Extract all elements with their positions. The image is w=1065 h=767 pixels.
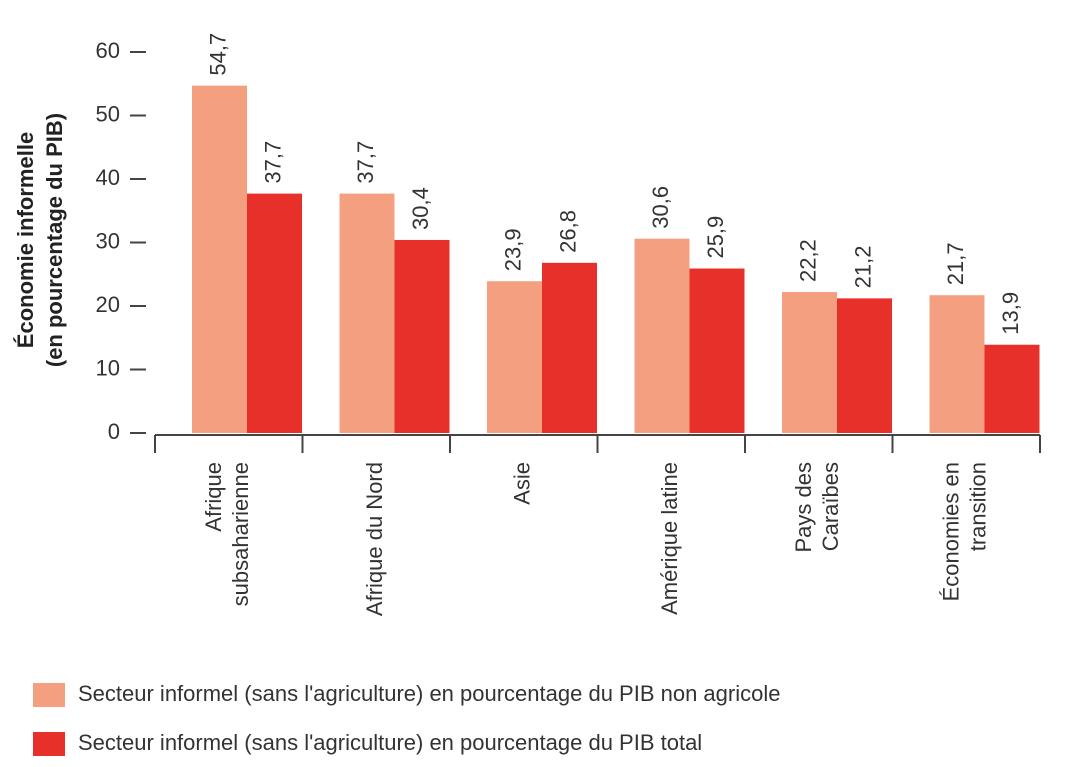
y-tick-label: 60 bbox=[96, 38, 120, 63]
legend-swatch bbox=[33, 683, 65, 707]
legend-swatch bbox=[33, 732, 65, 756]
y-tick-label: 20 bbox=[96, 292, 120, 317]
bar bbox=[984, 344, 1040, 433]
bar bbox=[487, 281, 542, 433]
legend-label: Secteur informel (sans l'agriculture) en… bbox=[78, 681, 780, 706]
value-label: 37,7 bbox=[260, 141, 285, 184]
y-tick-label: 0 bbox=[108, 419, 120, 444]
y-tick-label: 50 bbox=[96, 101, 120, 126]
value-label: 26,8 bbox=[555, 210, 580, 253]
bar bbox=[247, 193, 302, 433]
value-label: 23,9 bbox=[500, 228, 525, 271]
bar bbox=[929, 295, 985, 433]
value-label: 54,7 bbox=[205, 33, 230, 76]
x-tick-label: Asie bbox=[510, 462, 535, 505]
bar bbox=[634, 238, 690, 433]
bar bbox=[782, 292, 837, 433]
value-label: 25,9 bbox=[703, 216, 728, 259]
x-tick-label: subsaharienne bbox=[228, 462, 253, 606]
bar bbox=[192, 85, 247, 433]
value-label: 21,7 bbox=[943, 242, 968, 285]
y-axis-label: (en pourcentage du PIB) bbox=[42, 113, 67, 367]
x-tick-label: Afrique bbox=[201, 462, 226, 532]
bar bbox=[689, 268, 745, 433]
value-label: 30,4 bbox=[408, 187, 433, 230]
bar bbox=[837, 298, 892, 433]
y-tick-label: 10 bbox=[96, 355, 120, 380]
value-label: 22,2 bbox=[795, 239, 820, 282]
value-label: 37,7 bbox=[353, 141, 378, 184]
value-label: 30,6 bbox=[648, 186, 673, 229]
x-tick-label: Amérique latine bbox=[657, 462, 682, 615]
x-tick-label: transition bbox=[966, 462, 991, 551]
legend-label: Secteur informel (sans l'agriculture) en… bbox=[78, 730, 702, 755]
y-axis-label: Économie informelle bbox=[13, 132, 38, 348]
value-label: 21,2 bbox=[850, 246, 875, 289]
x-tick-label: Afrique du Nord bbox=[362, 462, 387, 616]
x-tick-label: Pays des bbox=[791, 462, 816, 553]
y-tick-label: 40 bbox=[96, 165, 120, 190]
bar bbox=[339, 193, 395, 433]
bar bbox=[394, 239, 450, 433]
y-tick-label: 30 bbox=[96, 228, 120, 253]
x-tick-label: Caraïbes bbox=[818, 462, 843, 551]
x-tick-label: Économies en bbox=[939, 462, 964, 601]
value-label: 13,9 bbox=[998, 292, 1023, 335]
bar bbox=[542, 262, 597, 433]
